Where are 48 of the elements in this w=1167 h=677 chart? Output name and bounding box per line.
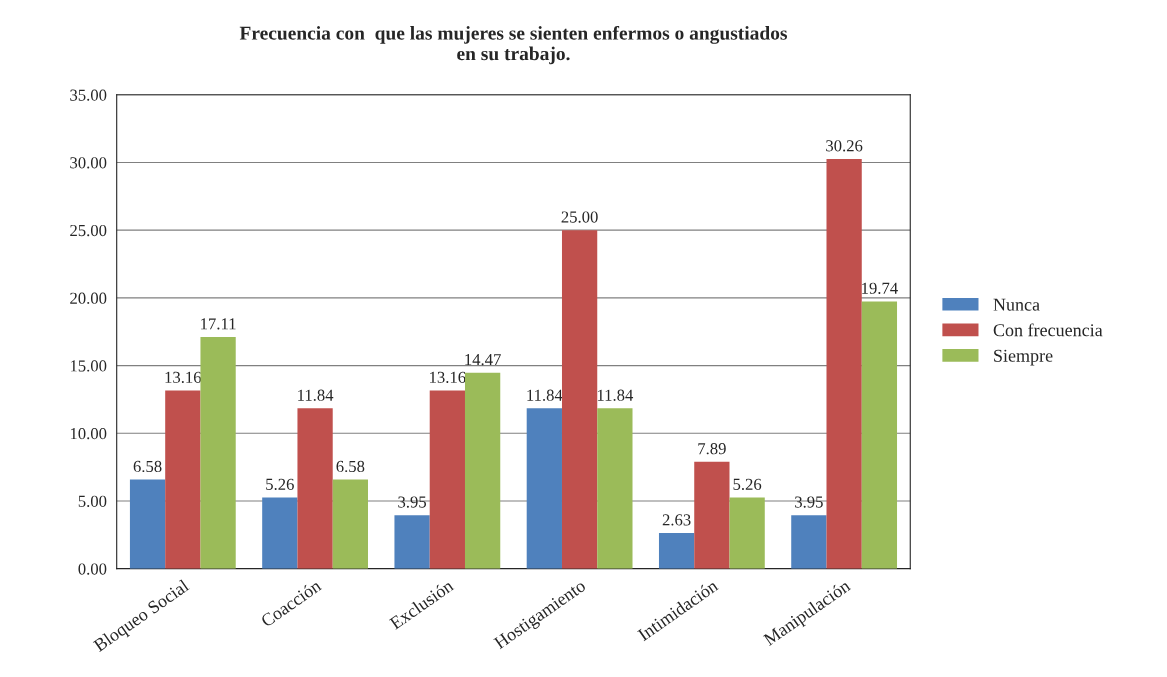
bar xyxy=(464,372,501,569)
y-tick-label: 15.00 xyxy=(70,360,107,372)
bar xyxy=(658,533,695,569)
bar xyxy=(394,515,430,569)
data-label: 7.89 xyxy=(698,443,726,455)
data-label: 11.84 xyxy=(597,389,634,401)
legend-label: Nunca xyxy=(993,298,1040,311)
data-label: 30.26 xyxy=(826,140,863,152)
y-tick-label: 20.00 xyxy=(70,292,107,304)
data-label: 13.16 xyxy=(165,371,202,384)
y-tick-label: 10.00 xyxy=(70,427,107,440)
data-label: 5.26 xyxy=(733,478,762,490)
chart-title: Frecuencia con que las mujeres se sienten enfermos o angustiados en su trabajo. xyxy=(239,25,788,65)
bar xyxy=(791,515,827,569)
bar xyxy=(165,390,201,569)
bar xyxy=(200,337,236,569)
data-label: 17.11 xyxy=(201,318,236,330)
legend-label: Con frecuencia xyxy=(993,323,1103,337)
data-label: 5.26 xyxy=(266,478,294,490)
legend-label: Siempre xyxy=(994,349,1053,366)
data-label: 6.58 xyxy=(336,460,365,473)
y-tick-label: 25.00 xyxy=(70,224,107,237)
data-label: 11.84 xyxy=(298,389,334,401)
data-label: 11.84 xyxy=(527,389,563,401)
bar xyxy=(826,158,862,569)
data-label: 6.58 xyxy=(133,460,162,473)
data-label: 3.95 xyxy=(398,496,427,508)
data-label: 3.95 xyxy=(795,496,823,508)
bar xyxy=(297,408,333,569)
data-label: 13.16 xyxy=(430,371,466,384)
bar xyxy=(861,301,898,569)
bar xyxy=(526,408,562,569)
data-label: 25.00 xyxy=(561,211,598,223)
bar xyxy=(561,230,598,569)
bar xyxy=(262,497,298,569)
bar xyxy=(729,497,765,569)
bar xyxy=(332,479,368,569)
y-tick-label: 0.00 xyxy=(78,563,107,575)
bar xyxy=(694,461,730,569)
y-tick-label: 30.00 xyxy=(70,157,107,169)
bar xyxy=(129,479,166,569)
data-label: 14.47 xyxy=(465,354,501,366)
data-label: 19.74 xyxy=(862,282,898,294)
bar xyxy=(429,390,465,569)
y-tick-label: 5.00 xyxy=(78,495,107,507)
data-label: 2.63 xyxy=(662,514,691,526)
y-tick-label: 35.00 xyxy=(70,89,107,101)
bar xyxy=(597,408,633,569)
